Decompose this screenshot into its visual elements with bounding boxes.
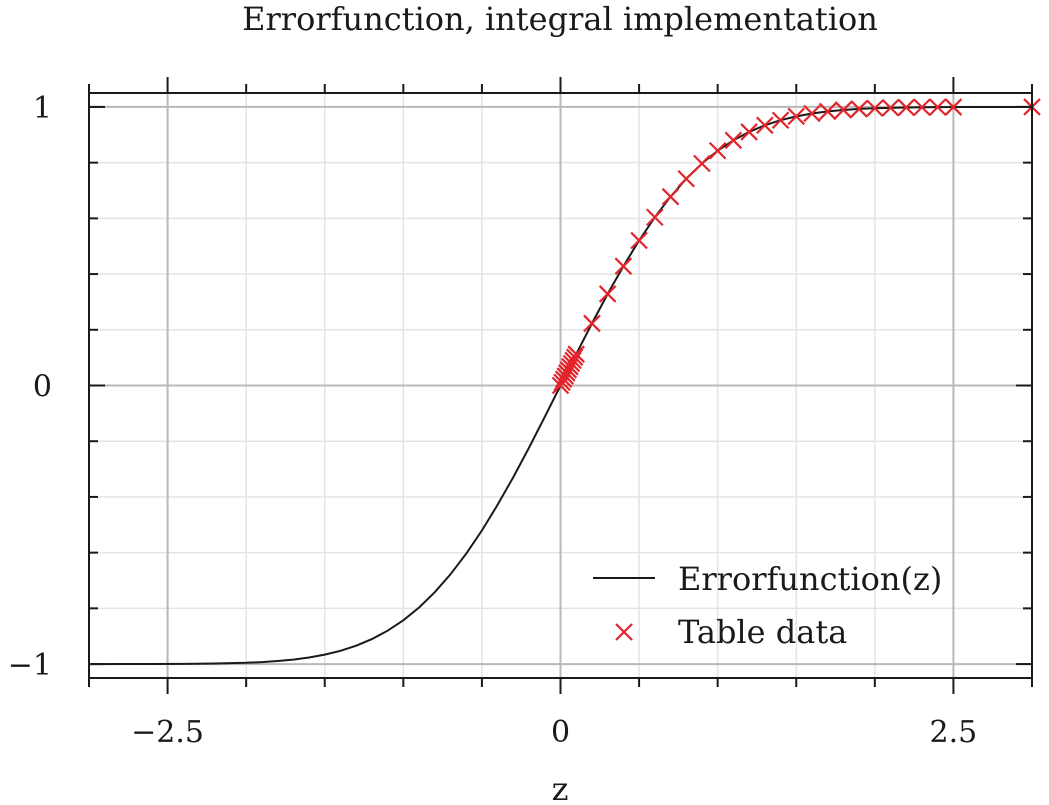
marker-stroke [630, 231, 648, 250]
table-data-point [803, 104, 821, 123]
marker-stroke [866, 99, 884, 118]
marker-stroke [787, 107, 806, 126]
marker-stroke [756, 116, 774, 135]
legend-marker-swatch [615, 623, 633, 641]
table-data-point [661, 187, 680, 206]
chart-title: Errorfunction, integral implementation [242, 0, 878, 38]
table-data-point [787, 107, 806, 126]
marker-stroke [881, 98, 900, 117]
table-data-point [567, 345, 585, 363]
table-data-point [740, 123, 758, 141]
marker-stroke [567, 345, 585, 363]
marker-stroke [598, 285, 617, 303]
legend-label-table-data: Table data [678, 613, 847, 651]
x-tick-label: 0 [551, 715, 570, 750]
plot-area [88, 98, 1041, 666]
marker-stroke [913, 98, 931, 117]
table-data-point [897, 98, 916, 117]
legend-x-marker [615, 623, 633, 641]
marker-stroke [740, 123, 758, 141]
marker-stroke [614, 257, 633, 275]
table-data-point [614, 257, 633, 275]
table-data-point [881, 98, 900, 117]
x-axis-label: z [552, 770, 569, 805]
axis-ticks [88, 77, 1033, 694]
table-data-point [756, 116, 774, 135]
marker-stroke [771, 111, 790, 129]
table-data-point [771, 111, 790, 129]
table-data-point [724, 131, 743, 150]
table-data-point [850, 100, 868, 118]
legend-label-errorfunction: Errorfunction(z) [678, 560, 942, 598]
marker-stroke [928, 98, 947, 116]
marker-stroke [724, 131, 743, 150]
marker-stroke [897, 98, 916, 117]
legend: Errorfunction(z) Table data [593, 560, 942, 651]
y-tick-label: 0 [33, 370, 52, 405]
x-tick-label: −2.5 [131, 715, 204, 750]
marker-stroke [834, 101, 853, 119]
table-data-point [866, 99, 884, 118]
marker-stroke [583, 314, 601, 333]
marker-stroke [661, 187, 680, 206]
table-data-point [834, 101, 853, 119]
table-data-point [598, 285, 617, 303]
table-data-point [630, 231, 648, 250]
table-data-point [708, 141, 727, 160]
marker-stroke [850, 100, 868, 118]
table-data-point [693, 154, 711, 173]
table-data-point [818, 102, 837, 121]
table-data-point [928, 98, 947, 116]
table-data-point [944, 98, 963, 116]
tick-labels: −2.5 0 2.5 −1 0 1 [8, 91, 978, 750]
marker-stroke [708, 141, 727, 160]
table-data-point [677, 169, 696, 188]
marker-stroke [646, 208, 664, 227]
table-data-point [646, 208, 664, 227]
table-data-point [583, 314, 601, 333]
marker-stroke [944, 98, 963, 116]
marker-stroke [615, 623, 633, 641]
marker-stroke [693, 154, 711, 173]
marker-stroke [803, 104, 821, 123]
grid [88, 93, 1033, 678]
marker-stroke [818, 102, 837, 121]
marker-stroke [677, 169, 696, 188]
y-tick-label: −1 [8, 648, 52, 683]
table-data-point [913, 98, 931, 117]
x-tick-label: 2.5 [930, 715, 978, 750]
y-tick-label: 1 [33, 91, 52, 126]
